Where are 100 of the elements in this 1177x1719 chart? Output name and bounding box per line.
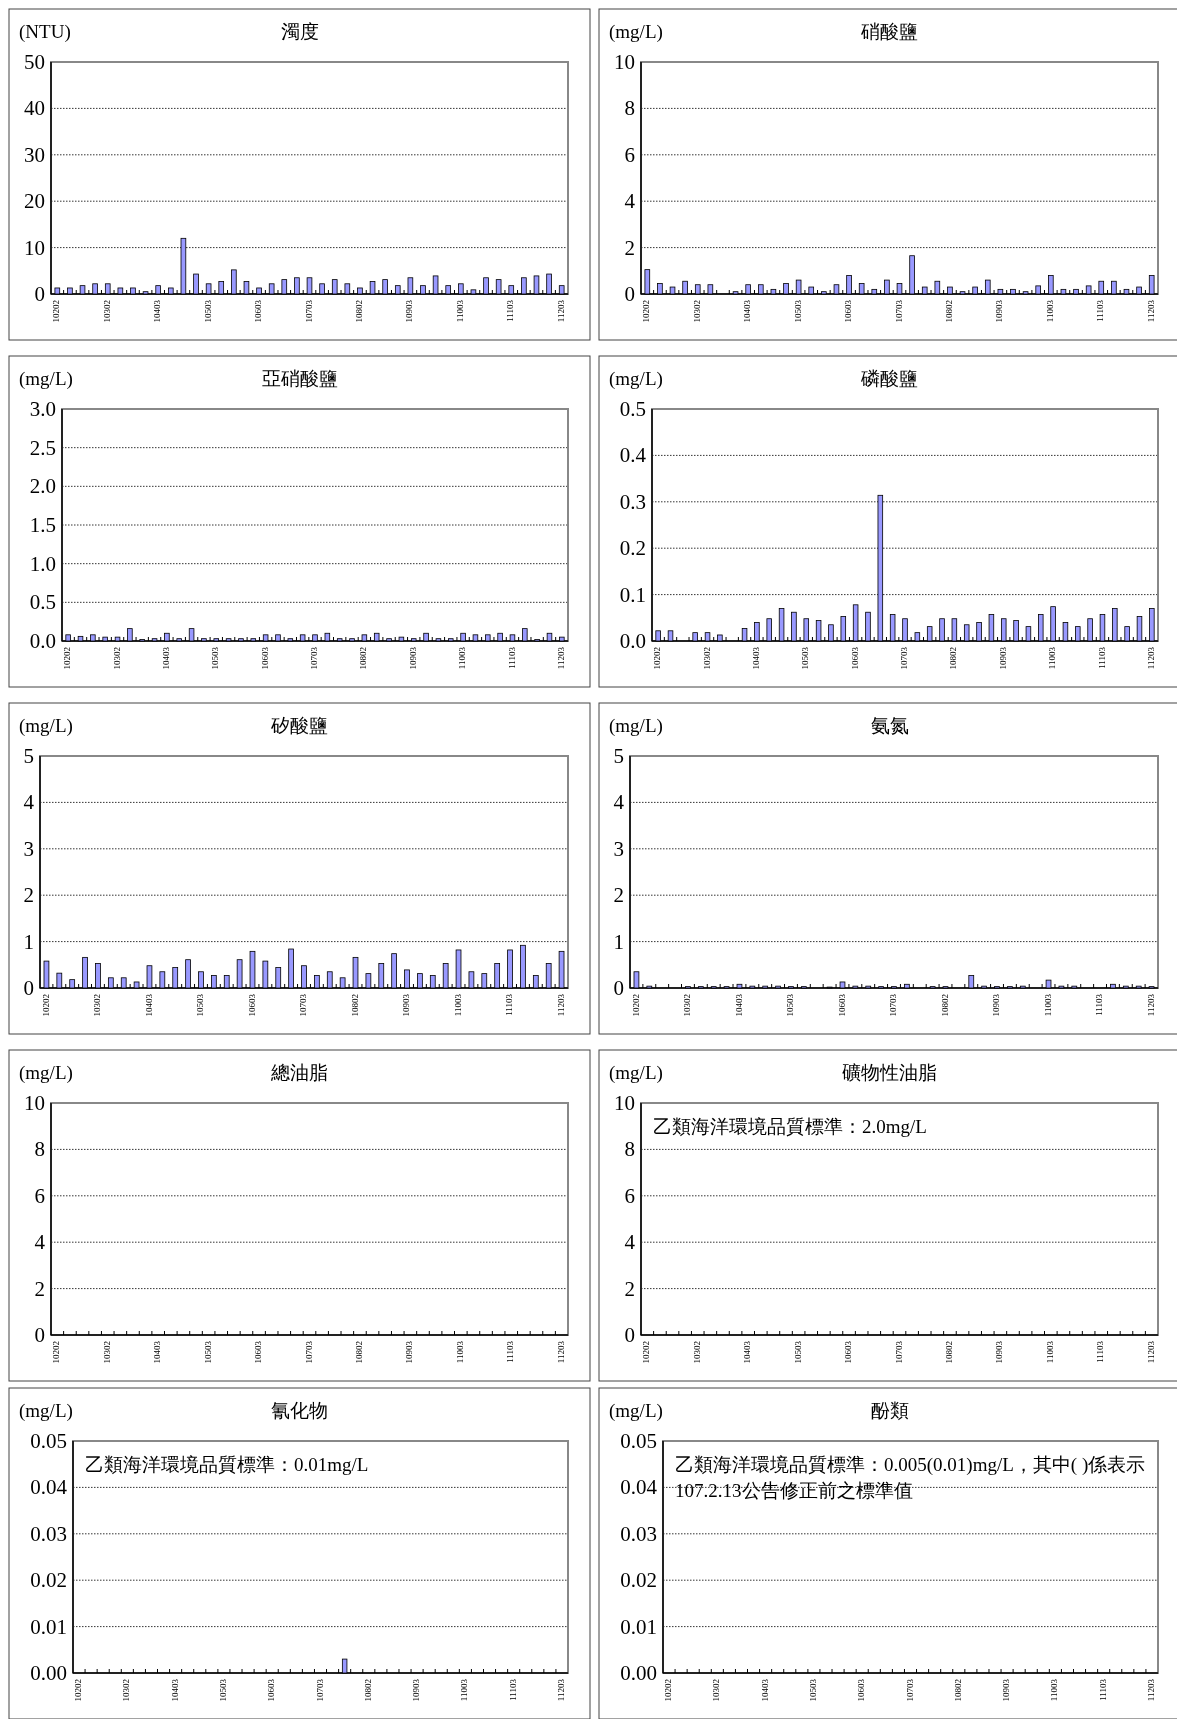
x-tick-label: 11103: [1094, 993, 1105, 1016]
y-axis-title: (mg/L): [609, 368, 663, 390]
y-tick-label: 0.5: [29, 590, 56, 615]
y-tick-label: 0: [34, 282, 45, 306]
x-tick-label: 11003: [452, 993, 463, 1017]
x-tick-label: 10802: [939, 994, 950, 1017]
x-tick-label: 10903: [404, 299, 415, 323]
y-tick-label: 2: [624, 235, 635, 260]
y-axis-title: (mg/L): [609, 21, 663, 43]
x-tick-label: 10403: [152, 1340, 163, 1364]
x-tick-label: 10302: [92, 994, 103, 1017]
y-tick-label: 0.03: [620, 1521, 657, 1546]
x-tick-label: 10202: [40, 994, 51, 1017]
y-tick-label: 0.00: [30, 1661, 67, 1685]
y-tick-label: 1.0: [29, 551, 56, 576]
x-tick-label: 10403: [169, 1678, 180, 1702]
x-tick-label: 11003: [457, 646, 468, 670]
x-tick-label: 11103: [505, 1340, 516, 1363]
y-tick-label: 0: [624, 1323, 635, 1347]
chart-title: 磷酸鹽: [860, 368, 918, 389]
x-tick-label: 10703: [904, 1678, 915, 1702]
y-tick-label: 8: [624, 1137, 635, 1162]
x-tick-label: 11003: [454, 1340, 465, 1364]
x-tick-label: 11203: [1145, 993, 1156, 1017]
x-tick-label: 10302: [101, 300, 112, 323]
x-tick-label: 11203: [1145, 646, 1156, 670]
y-tick-label: 0.01: [620, 1614, 657, 1639]
y-tick-label: 10: [614, 1091, 635, 1115]
y-axis-title: (mg/L): [609, 1062, 663, 1084]
x-tick-label: 11203: [555, 299, 566, 323]
chart-title: 亞硝酸鹽: [261, 368, 338, 389]
y-tick-label: 40: [24, 96, 45, 121]
y-axis-title: (mg/L): [609, 1400, 663, 1422]
y-axis-title: (mg/L): [19, 715, 73, 737]
y-tick-label: 1.5: [29, 513, 56, 537]
y-tick-label: 10: [24, 1091, 45, 1115]
x-tick-label: 10603: [843, 1340, 854, 1364]
x-tick-label: 10302: [111, 647, 122, 670]
y-axis-title: (mg/L): [19, 1400, 73, 1422]
x-tick-label: 10403: [160, 646, 171, 670]
x-tick-label: 10603: [253, 1340, 264, 1364]
chart-title: 礦物性油脂: [842, 1062, 937, 1083]
x-tick-label: 10403: [733, 993, 744, 1017]
x-tick-label: 10503: [807, 1678, 818, 1702]
x-tick-label: 11203: [1145, 299, 1156, 323]
y-tick-label: 2: [23, 883, 34, 908]
y-axis-title: (mg/L): [609, 715, 663, 737]
y-tick-label: 3: [23, 836, 34, 861]
x-tick-label: 10603: [856, 1678, 867, 1702]
y-tick-label: 0.0: [29, 629, 56, 653]
x-tick-label: 10503: [792, 1340, 803, 1364]
x-tick-label: 11203: [555, 1340, 566, 1364]
x-tick-label: 11103: [1096, 646, 1107, 669]
y-tick-label: 0.00: [620, 1661, 657, 1685]
x-tick-label: 10903: [411, 1678, 422, 1702]
y-tick-label: 30: [24, 142, 45, 167]
x-tick-label: 11003: [1049, 1678, 1060, 1702]
x-tick-label: 11103: [1095, 299, 1106, 322]
x-tick-label: 10503: [202, 1340, 213, 1364]
y-axis-title: (NTU): [19, 21, 71, 43]
x-tick-label: 10703: [303, 299, 314, 323]
x-tick-label: 11203: [555, 993, 566, 1017]
x-tick-label: 10302: [711, 1679, 722, 1702]
y-tick-label: 0.1: [619, 582, 646, 607]
x-tick-label: 10202: [641, 1341, 652, 1364]
y-tick-label: 4: [624, 1230, 636, 1255]
x-tick-label: 10603: [836, 993, 847, 1017]
y-tick-label: 0.02: [30, 1568, 67, 1593]
y-tick-label: 5: [23, 744, 34, 768]
x-tick-label: 11003: [454, 299, 465, 323]
y-tick-label: 0.04: [30, 1475, 68, 1500]
x-tick-label: 10202: [51, 1341, 62, 1364]
x-tick-label: 10802: [358, 647, 369, 670]
y-tick-label: 0: [23, 976, 34, 1000]
y-tick-label: 3: [613, 836, 624, 861]
y-tick-label: 10: [614, 50, 635, 74]
x-tick-label: 10202: [641, 300, 652, 323]
x-tick-label: 10603: [849, 646, 860, 670]
x-tick-label: 10403: [759, 1678, 770, 1702]
y-tick-label: 8: [34, 1137, 45, 1162]
x-tick-label: 10503: [195, 993, 206, 1017]
x-tick-label: 11003: [1042, 993, 1053, 1017]
x-tick-label: 10802: [362, 1679, 373, 1702]
x-tick-label: 10403: [742, 1340, 753, 1364]
chart-title: 氨氮: [870, 715, 909, 736]
y-tick-label: 1: [23, 929, 34, 954]
y-tick-label: 0.4: [619, 443, 647, 468]
x-tick-label: 10302: [121, 1679, 132, 1702]
x-tick-label: 11203: [555, 646, 566, 670]
x-tick-label: 10703: [899, 646, 910, 670]
y-tick-label: 8: [624, 96, 635, 121]
y-tick-label: 0.5: [619, 397, 646, 421]
x-tick-label: 10703: [309, 646, 320, 670]
x-tick-label: 10802: [944, 1341, 954, 1364]
x-tick-label: 10302: [691, 1341, 702, 1364]
y-tick-label: 0.03: [30, 1521, 67, 1546]
x-tick-label: 10802: [354, 300, 364, 323]
chart-title: 濁度: [280, 21, 319, 42]
y-tick-label: 5: [613, 744, 624, 768]
x-tick-label: 10202: [652, 647, 663, 670]
